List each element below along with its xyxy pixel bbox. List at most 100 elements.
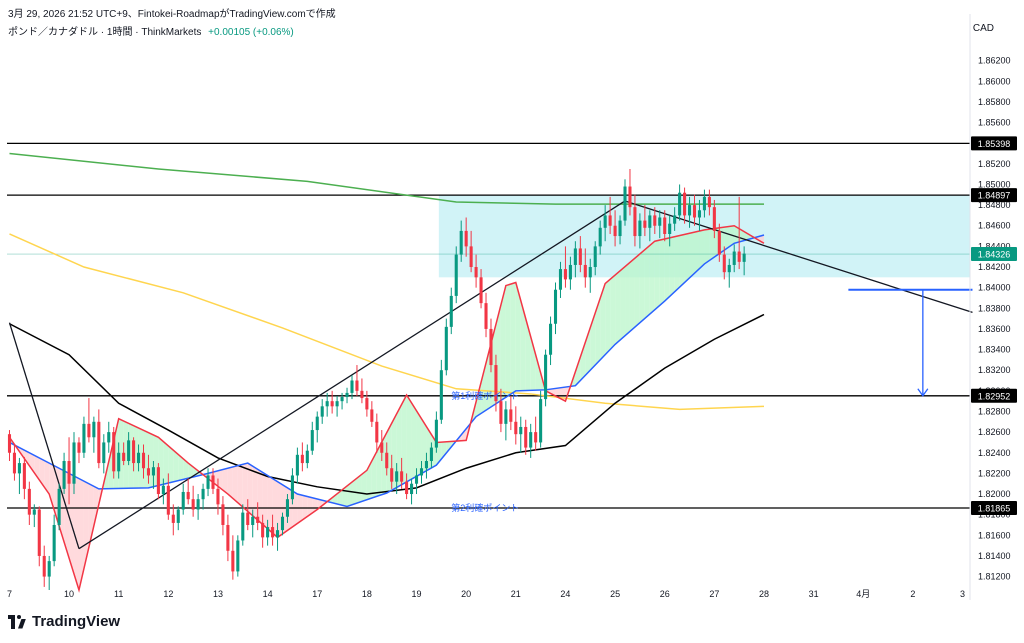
ma-ribbon-fill bbox=[347, 482, 352, 507]
candle bbox=[742, 246, 746, 276]
price-level-tag-text: 1.84326 bbox=[978, 250, 1011, 260]
candle bbox=[588, 258, 592, 293]
candle-body bbox=[405, 481, 409, 495]
candle-body bbox=[355, 380, 359, 391]
ma-ribbon-fill bbox=[724, 226, 730, 251]
candle bbox=[474, 254, 478, 288]
candle bbox=[633, 194, 637, 247]
ma-ribbon-fill bbox=[461, 428, 467, 441]
ma-fill-layer bbox=[9, 225, 764, 590]
candle bbox=[350, 375, 354, 400]
trendline bbox=[78, 200, 626, 550]
candle-body bbox=[444, 326, 448, 371]
candle-body bbox=[544, 354, 548, 400]
ma-ribbon-fill bbox=[620, 266, 626, 341]
ma-ribbon-fill bbox=[93, 486, 99, 526]
ma-ribbon-fill bbox=[406, 394, 412, 482]
candle-body bbox=[454, 254, 458, 296]
candle-body bbox=[206, 475, 210, 489]
candle bbox=[434, 411, 438, 453]
candle bbox=[196, 494, 200, 520]
candle-body bbox=[712, 207, 716, 231]
candle-body bbox=[107, 432, 111, 443]
candle bbox=[87, 398, 91, 443]
candle bbox=[529, 423, 533, 458]
candle-body bbox=[683, 192, 687, 216]
candle bbox=[97, 409, 101, 469]
candle bbox=[643, 205, 647, 237]
candle-body bbox=[628, 186, 632, 208]
candle-body bbox=[146, 468, 151, 476]
candle-body bbox=[613, 225, 617, 237]
candle-body bbox=[290, 475, 294, 500]
ma-ribbon-fill bbox=[232, 465, 238, 503]
candle-body bbox=[72, 442, 76, 484]
candle bbox=[668, 215, 672, 247]
candle bbox=[370, 401, 374, 427]
candle-body bbox=[539, 399, 543, 443]
candle bbox=[261, 514, 265, 548]
candle-body bbox=[226, 524, 230, 551]
ma-ribbon-fill bbox=[297, 494, 303, 524]
horizontal-lines-layer bbox=[7, 142, 970, 509]
candle-body bbox=[97, 421, 101, 464]
ma-ribbon-fill bbox=[669, 236, 675, 297]
candle bbox=[156, 463, 160, 500]
candle-body bbox=[449, 295, 453, 327]
candles-layer bbox=[7, 168, 746, 590]
candle bbox=[653, 207, 657, 234]
candle bbox=[464, 217, 468, 257]
candle-body bbox=[524, 426, 528, 448]
price-tick-label: 1.84000 bbox=[978, 283, 1011, 293]
time-tick-label: 18 bbox=[362, 589, 372, 599]
candle-body bbox=[390, 468, 394, 482]
candle bbox=[678, 184, 682, 221]
ma-ribbon-fill bbox=[729, 225, 735, 247]
candle bbox=[663, 210, 667, 242]
candle-body bbox=[216, 488, 220, 505]
candle-body bbox=[663, 217, 667, 234]
ma-ribbon-fill bbox=[217, 469, 223, 491]
ma-ribbon-fill bbox=[605, 279, 611, 355]
candle bbox=[122, 442, 126, 466]
candle bbox=[459, 220, 463, 262]
candle bbox=[146, 454, 151, 484]
candle-body bbox=[668, 223, 672, 234]
candle-body bbox=[722, 254, 726, 273]
candle bbox=[380, 430, 384, 462]
candle bbox=[226, 514, 230, 562]
candle bbox=[484, 292, 488, 338]
time-tick-label: 14 bbox=[263, 589, 273, 599]
candle-body bbox=[236, 540, 240, 572]
candle bbox=[707, 189, 711, 216]
candle bbox=[47, 555, 51, 590]
ma-ribbon-fill bbox=[505, 284, 511, 398]
candle bbox=[375, 413, 379, 453]
candle-body bbox=[132, 440, 136, 464]
chart-creation-info: 3月 29, 2026 21:52 UTC+9、Fintokei-Roadmap… bbox=[8, 9, 336, 20]
ma-ribbon-fill bbox=[530, 336, 536, 391]
target-arrow-head bbox=[917, 388, 929, 397]
candle-body bbox=[335, 401, 339, 407]
candle-body bbox=[201, 488, 205, 500]
ma-ribbon-fill bbox=[416, 410, 422, 477]
candle bbox=[137, 444, 141, 472]
ma-ribbon-fill bbox=[525, 318, 531, 391]
tradingview-logo[interactable]: TradingView bbox=[8, 613, 120, 630]
price-tick-label: 1.84800 bbox=[978, 200, 1011, 210]
time-tick-label: 25 bbox=[610, 589, 620, 599]
candle bbox=[687, 196, 692, 228]
ma-ribbon-fill bbox=[600, 283, 606, 360]
candle bbox=[315, 411, 319, 443]
currency-label: CAD bbox=[972, 23, 994, 34]
ma-ribbon-fill bbox=[307, 496, 313, 517]
candle bbox=[648, 210, 652, 242]
candle-body bbox=[623, 186, 627, 221]
price-tick-label: 1.85600 bbox=[978, 118, 1011, 128]
candle bbox=[256, 502, 260, 531]
candle bbox=[712, 199, 716, 239]
ma-ribbon-fill bbox=[74, 475, 79, 590]
candle bbox=[360, 378, 364, 404]
ma-ribbon-fill bbox=[317, 498, 323, 510]
